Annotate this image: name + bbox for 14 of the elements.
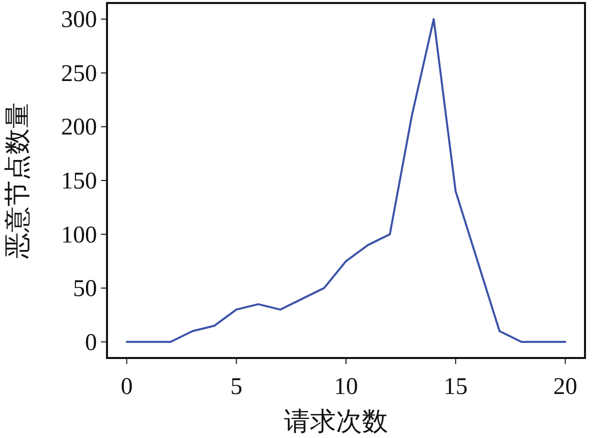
x-tick-label: 20 (553, 374, 578, 400)
y-tick-label: 200 (61, 114, 97, 141)
x-tick-label: 0 (120, 374, 133, 400)
x-tick-label: 5 (230, 374, 242, 400)
y-tick-label: 150 (61, 168, 97, 194)
x-tick-label: 15 (444, 374, 468, 400)
y-tick-label: 50 (73, 276, 97, 302)
y-tick-label: 100 (61, 222, 97, 248)
y-tick-label: 250 (61, 60, 97, 87)
x-axis-title: 请求次数 (284, 407, 388, 436)
y-tick-label: 300 (61, 7, 97, 34)
y-axis-title: 恶意节点数量 (3, 102, 32, 260)
y-tick-label: 0 (85, 330, 97, 356)
x-tick-label: 10 (334, 374, 358, 400)
